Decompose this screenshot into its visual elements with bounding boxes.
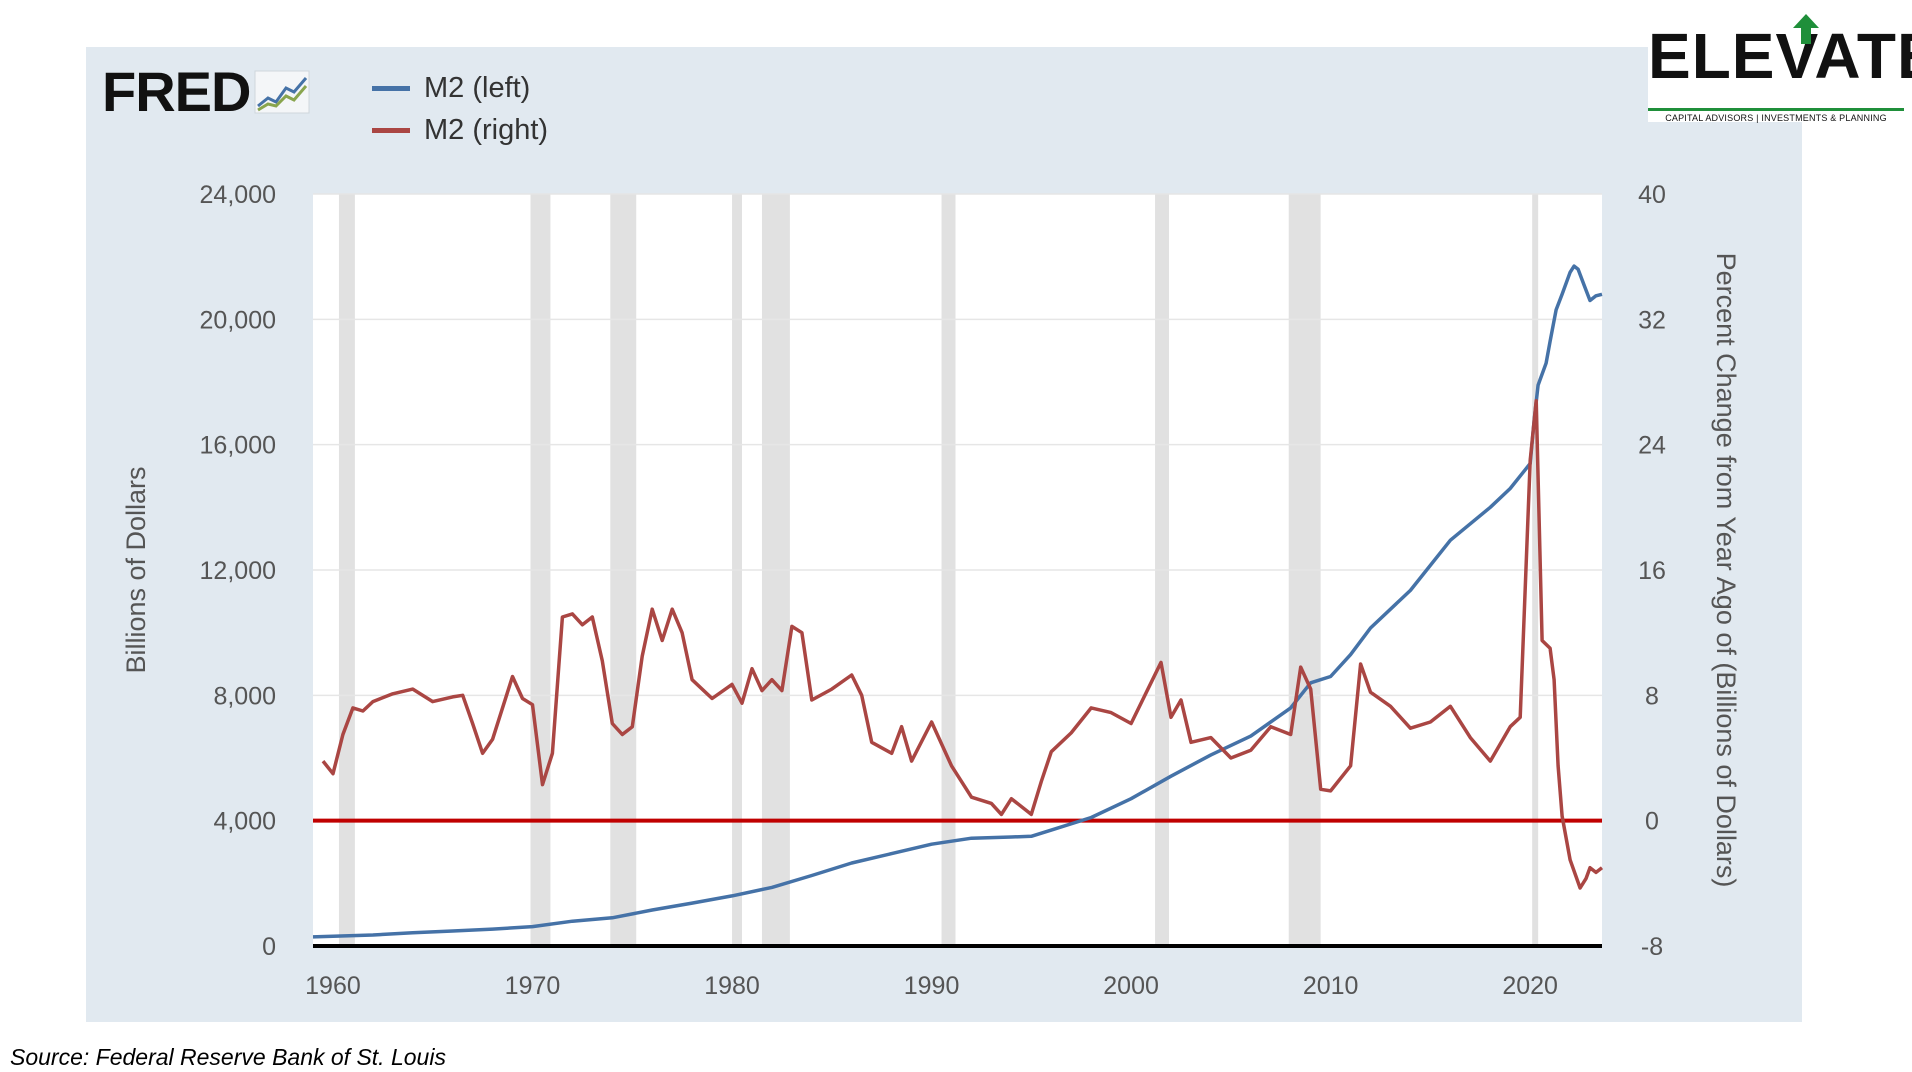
x-tick: 2000	[1103, 972, 1159, 1000]
y-tick-left: 4,000	[213, 808, 276, 836]
elevate-logo-text: ELEVATE	[1648, 20, 1912, 92]
y-tick-left: 20,000	[200, 306, 276, 334]
x-tick: 1970	[505, 972, 561, 1000]
y-tick-right: 0	[1645, 808, 1659, 836]
fred-sparkline-icon	[254, 70, 310, 114]
y-tick-right: 24	[1638, 432, 1666, 460]
axis-ticks: 0 4,000 8,000 12,000 16,000 20,000 24,000 -8 0 8 1…	[200, 181, 1666, 1000]
y-tick-right: 8	[1645, 682, 1659, 710]
legend-item-m2-right: M2 (right)	[372, 114, 548, 147]
legend-label: M2 (right)	[424, 114, 549, 146]
y-tick-left: 0	[262, 933, 276, 961]
x-tick: 1960	[305, 972, 361, 1000]
y-tick-left: 16,000	[200, 432, 276, 460]
elevate-logo: ELEVATE CAPITAL ADVISORS | INVESTMENTS &…	[1648, 14, 1912, 123]
y-tick-left: 8,000	[213, 682, 276, 710]
y-axis-left-label: Billions of Dollars	[121, 466, 151, 673]
fred-logo-text: FRED	[102, 60, 251, 123]
y-axis-right-label: Percent Change from Year Ago of (Billion…	[1711, 253, 1741, 888]
series-line-m2-left	[312, 264, 1603, 939]
x-tick: 1980	[704, 972, 760, 1000]
y-tick-left: 12,000	[200, 557, 276, 585]
y-tick-left: 24,000	[200, 181, 276, 209]
legend-swatch-blue	[372, 86, 410, 91]
y-tick-right: 16	[1638, 557, 1666, 585]
y-tick-right: 32	[1638, 306, 1666, 334]
series-line-m2-right	[321, 399, 1604, 890]
y-tick-right: 40	[1638, 181, 1666, 209]
legend-label: M2 (left)	[424, 72, 531, 104]
source-note: Source: Federal Reserve Bank of St. Loui…	[10, 1044, 446, 1070]
x-tick: 1990	[904, 972, 960, 1000]
x-tick: 2020	[1502, 972, 1558, 1000]
legend-swatch-red	[372, 128, 410, 133]
legend-item-m2-left: M2 (left)	[372, 72, 530, 105]
elevate-tagline: CAPITAL ADVISORS | INVESTMENTS & PLANNIN…	[1648, 108, 1904, 123]
x-tick: 2010	[1303, 972, 1359, 1000]
up-arrow-icon	[1793, 14, 1819, 44]
fred-logo: FRED	[102, 60, 310, 124]
y-tick-right: -8	[1641, 933, 1663, 961]
